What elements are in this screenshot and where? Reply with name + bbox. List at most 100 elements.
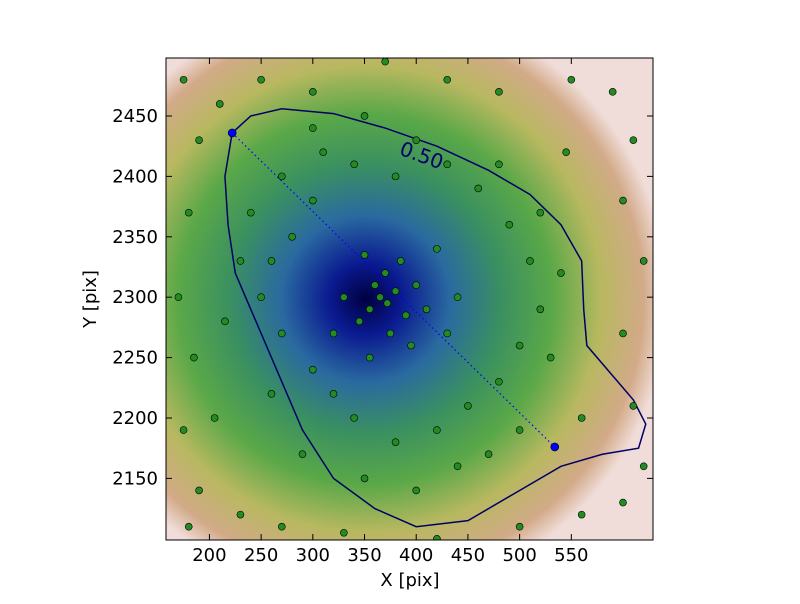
x-tick-label: 450: [451, 545, 485, 566]
scatter-point: [278, 522, 286, 531]
scatter-point: [184, 522, 193, 531]
scatter-point: [210, 414, 219, 422]
scatter-point: [453, 293, 462, 301]
scatter-point: [309, 88, 317, 96]
scatter-point: [495, 377, 503, 386]
scatter-point: [412, 486, 421, 495]
scatter-point: [629, 136, 638, 144]
scatter-point: [371, 281, 379, 289]
scatter-point: [267, 390, 276, 398]
scatter-point: [412, 281, 421, 289]
scatter-point: [412, 136, 421, 144]
scatter-point: [309, 365, 317, 374]
scatter-point: [190, 353, 198, 362]
scatter-point: [391, 438, 400, 446]
x-tick-label: 500: [502, 545, 536, 566]
scatter-point: [383, 299, 392, 308]
scatter-point: [360, 112, 369, 120]
scatter-point: [567, 75, 576, 84]
scatter-point: [236, 510, 245, 519]
scatter-point: [257, 293, 265, 301]
scatter-point: [288, 232, 296, 241]
contour-line: [224, 107, 647, 528]
scatter-point: [453, 462, 462, 471]
x-tick-label: 300: [296, 545, 330, 566]
scatter-point: [402, 311, 410, 320]
scatter-point: [629, 402, 638, 410]
scatter-point: [381, 269, 390, 277]
scatter-point: [278, 172, 286, 181]
plot-area: 0.50: [174, 58, 648, 540]
scatter-point: [484, 450, 493, 459]
scatter-point: [639, 462, 648, 471]
scatter-point: [433, 245, 441, 253]
y-axis-label: Y [pix]: [80, 270, 101, 329]
y-tick-label: 2450: [112, 106, 158, 127]
scatter-point: [515, 341, 524, 350]
x-tick-label: 350: [347, 545, 381, 566]
scatter-point: [443, 329, 452, 338]
scatter-point: [619, 498, 627, 507]
scatter-point: [536, 305, 545, 314]
scatter-point: [515, 426, 524, 434]
scatter-point: [257, 75, 265, 84]
scatter-point: [433, 426, 441, 434]
scatter-point: [422, 305, 431, 314]
scatter-point: [174, 293, 183, 301]
y-tick-label: 2150: [112, 468, 158, 489]
scatter-point: [350, 160, 358, 169]
scatter-point: [526, 257, 534, 265]
scatter-point: [464, 402, 472, 410]
scatter-point: [391, 172, 400, 181]
scatter-point: [215, 100, 224, 108]
scatter-point: [236, 257, 245, 265]
scatter-point: [309, 124, 317, 132]
scatter-point: [360, 474, 369, 483]
scatter-point: [355, 317, 364, 326]
scatter-point: [474, 184, 483, 193]
scatter-point: [340, 528, 348, 537]
scatter-point: [381, 58, 390, 66]
scatter-point: [391, 287, 400, 295]
scatter-point: [608, 88, 617, 96]
scatter-point: [360, 251, 369, 259]
scatter-point: [495, 88, 503, 96]
scatter-point: [562, 148, 570, 157]
y-tick-label: 2200: [112, 408, 158, 429]
scatter-point: [386, 329, 395, 338]
scatter-point: [267, 257, 276, 265]
scatter-point: [619, 196, 627, 205]
scatter-point: [407, 341, 415, 350]
scatter-point: [443, 75, 452, 84]
scatter-point: [433, 534, 441, 540]
y-tick-label: 2250: [112, 348, 158, 369]
axes-frame: [165, 57, 654, 541]
x-axis-label: X [pix]: [380, 570, 439, 591]
scatter-point: [184, 208, 193, 217]
scatter-point: [319, 148, 327, 157]
x-tick-label: 550: [554, 545, 588, 566]
scatter-point: [350, 414, 358, 422]
scatter-point: [639, 257, 648, 265]
scatter-point: [546, 353, 555, 362]
scatter-point: [577, 510, 586, 519]
y-tick-label: 2350: [112, 227, 158, 248]
scatter-point: [179, 426, 188, 434]
endpoint: [227, 128, 237, 138]
scatter-point: [221, 317, 229, 326]
y-tick-label: 2300: [112, 287, 158, 308]
scatter-point: [577, 414, 586, 422]
density-map: [166, 58, 653, 540]
scatter-point: [495, 160, 503, 169]
scatter-point: [515, 522, 524, 531]
scatter-point: [396, 257, 405, 265]
scatter-point: [505, 220, 514, 229]
scatter-point: [195, 136, 203, 144]
x-tick-label: 400: [399, 545, 433, 566]
x-tick-label: 250: [244, 545, 278, 566]
scatter-point: [298, 450, 307, 459]
y-tick-label: 2400: [112, 166, 158, 187]
scatter-point: [365, 305, 374, 314]
scatter-point: [195, 486, 203, 495]
